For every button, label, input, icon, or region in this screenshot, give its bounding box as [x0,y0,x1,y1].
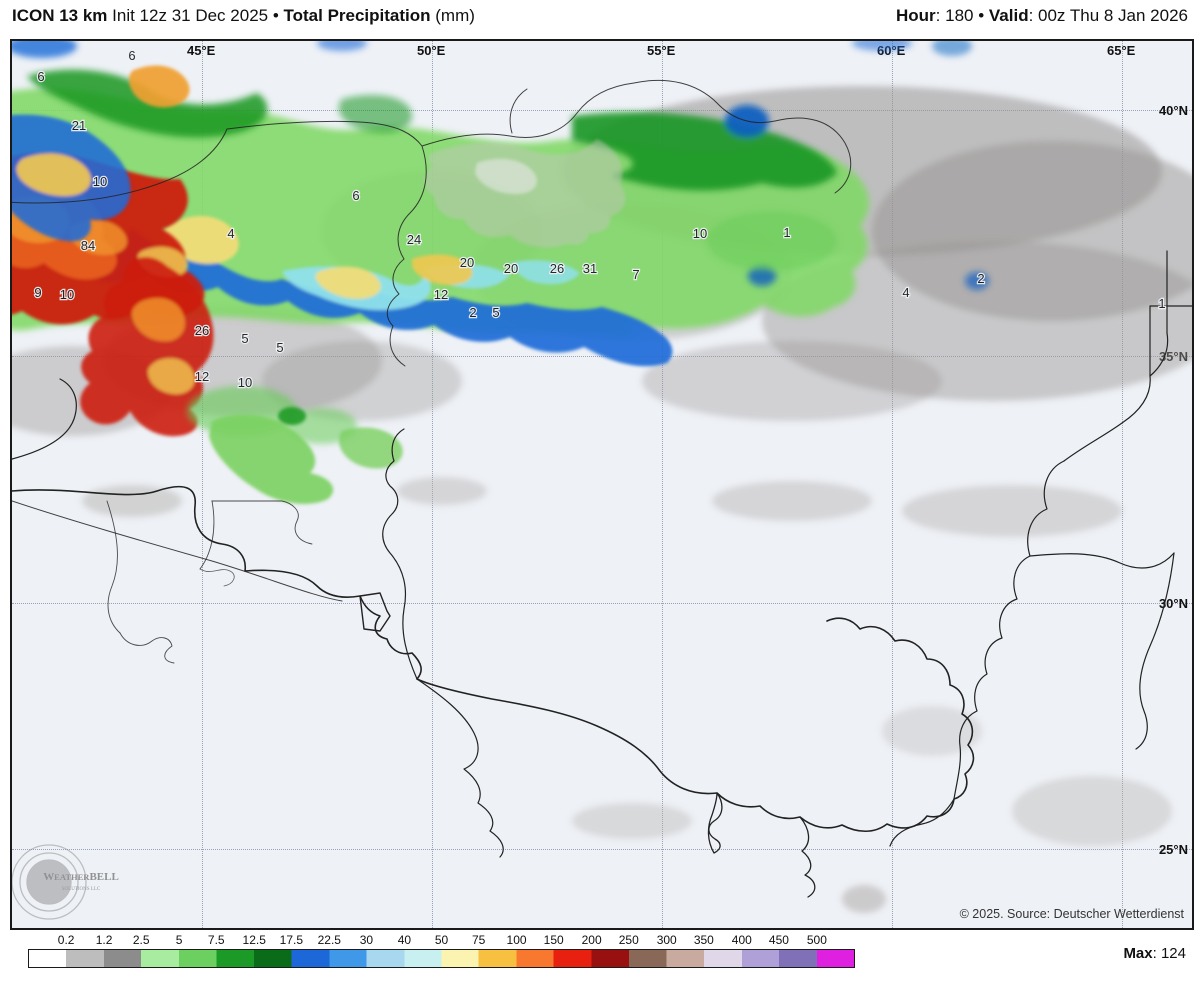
svg-text:84: 84 [81,238,95,253]
svg-text:6: 6 [128,48,135,63]
svg-text:4: 4 [227,226,234,241]
svg-text:2: 2 [469,305,476,320]
svg-text:9: 9 [34,285,41,300]
svg-text:WEATHERBELL: WEATHERBELL [43,871,119,883]
svg-text:10: 10 [238,375,252,390]
svg-text:26: 26 [550,261,564,276]
svg-text:24: 24 [407,232,421,247]
svg-text:12: 12 [434,287,448,302]
svg-text:6: 6 [37,69,44,84]
svg-text:5: 5 [241,331,248,346]
svg-text:10: 10 [93,174,107,189]
svg-text:2: 2 [977,271,984,286]
svg-text:7: 7 [632,267,639,282]
svg-text:10: 10 [60,287,74,302]
svg-text:4: 4 [902,285,909,300]
svg-text:6: 6 [352,188,359,203]
svg-text:SOLUTIONS LLC: SOLUTIONS LLC [62,887,101,892]
svg-text:26: 26 [195,323,209,338]
svg-text:12: 12 [195,369,209,384]
svg-text:© 2025. Source: Deutscher Wett: © 2025. Source: Deutscher Wetterdienst [960,907,1185,921]
svg-text:5: 5 [276,340,283,355]
svg-text:20: 20 [460,255,474,270]
svg-text:20: 20 [504,261,518,276]
svg-text:21: 21 [72,118,86,133]
svg-text:10: 10 [693,226,707,241]
svg-text:31: 31 [583,261,597,276]
svg-text:1: 1 [783,225,790,240]
svg-text:5: 5 [492,305,499,320]
svg-text:1: 1 [1158,296,1165,311]
